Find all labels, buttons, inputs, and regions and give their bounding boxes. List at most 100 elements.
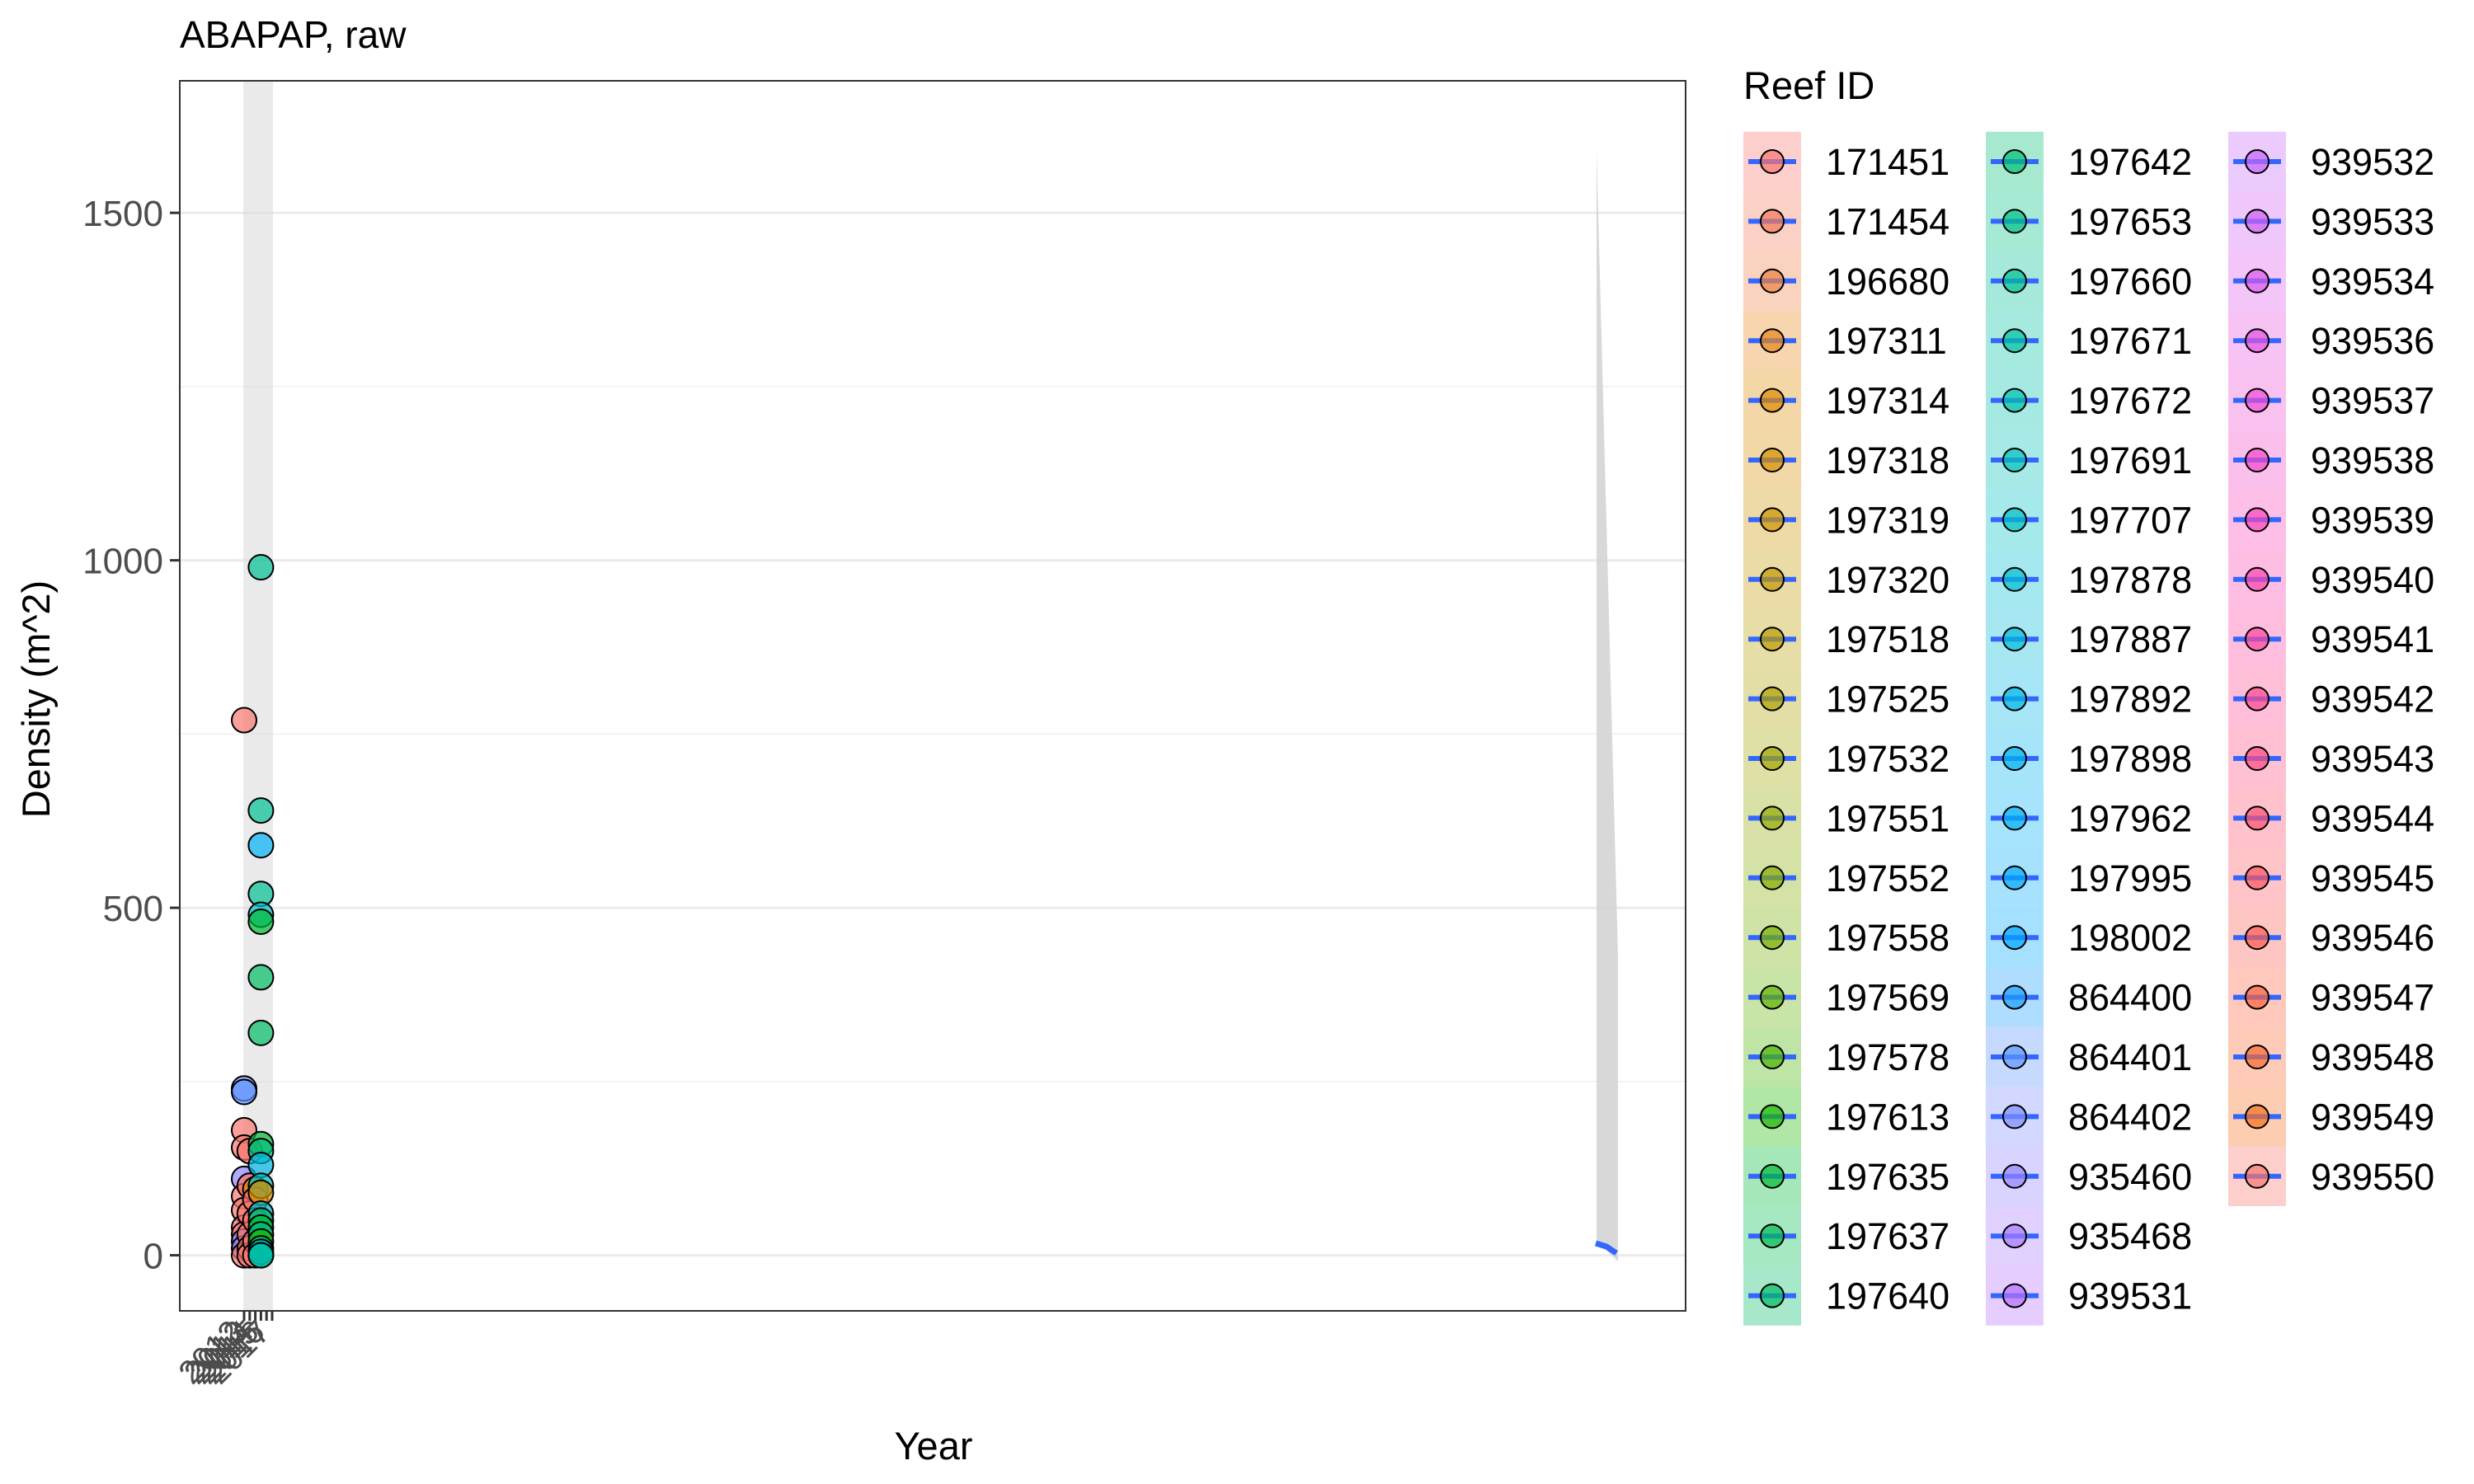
legend-item: 197640 <box>1743 1266 1950 1326</box>
legend-label: 939549 <box>2311 1096 2434 1138</box>
legend-label: 197707 <box>2068 499 2192 541</box>
legend-label: 939547 <box>2311 977 2434 1019</box>
legend-key-point <box>2245 328 2269 354</box>
legend-key-point <box>1760 149 1785 174</box>
legend-item: 939544 <box>2228 788 2434 848</box>
data-point <box>231 707 257 734</box>
legend-key-point <box>1760 1045 1785 1069</box>
plot-background <box>180 81 1686 1311</box>
legend-key-point <box>2245 387 2269 413</box>
legend-key-point <box>2245 865 2269 890</box>
legend-label: 939548 <box>2311 1036 2434 1078</box>
legend-key-point <box>2245 746 2269 771</box>
legend-label: 197672 <box>2068 380 2192 422</box>
legend-key-point <box>1760 865 1785 890</box>
legend-label: 197551 <box>1826 797 1950 839</box>
legend-label: 939534 <box>2311 261 2434 303</box>
legend-key-point <box>2002 865 2027 890</box>
legend-key-point <box>2002 507 2027 533</box>
legend-item: 939538 <box>2228 430 2434 491</box>
legend-label: 939550 <box>2311 1156 2434 1198</box>
legend-item: 197314 <box>1743 370 1950 430</box>
legend-key-point <box>1760 1104 1785 1129</box>
legend-key-point <box>1760 387 1785 413</box>
legend-item: 171454 <box>1743 191 1950 251</box>
legend-label: 197613 <box>1826 1096 1950 1138</box>
legend-item: 939548 <box>2228 1026 2434 1087</box>
legend-item: 939540 <box>2228 549 2434 609</box>
legend-label: 197319 <box>1826 499 1950 541</box>
legend-item: 935460 <box>1986 1146 2192 1206</box>
legend-item: 939549 <box>2228 1087 2434 1147</box>
legend-label: 197578 <box>1826 1036 1950 1078</box>
legend-label: 197518 <box>1826 618 1950 660</box>
legend-item: 197319 <box>1743 490 1950 550</box>
legend-label: 939531 <box>2068 1275 2192 1317</box>
legend-label: 197318 <box>1826 439 1950 481</box>
legend-key-point <box>2002 149 2027 174</box>
legend-key-point <box>1760 268 1785 294</box>
legend-label: 197635 <box>1826 1156 1950 1198</box>
legend-key-point <box>2002 268 2027 294</box>
legend-label: 197660 <box>2068 261 2192 303</box>
legend-label: 939533 <box>2311 200 2434 242</box>
legend-label: 197995 <box>2068 857 2192 899</box>
legend-key-point <box>1760 209 1785 234</box>
legend-label: 197311 <box>1826 320 1947 362</box>
legend-key-point <box>1760 507 1785 533</box>
y-tick-label: 0 <box>143 1237 163 1277</box>
legend-label: 939539 <box>2311 499 2434 541</box>
legend-key-point <box>2002 387 2027 413</box>
legend-key-point <box>2245 149 2269 174</box>
legend-label: 197898 <box>2068 738 2192 780</box>
legend-item: 197525 <box>1743 669 1950 729</box>
legend-item: 197660 <box>1986 251 2192 311</box>
legend-label: 196680 <box>1826 261 1950 303</box>
legend-item: 197892 <box>1986 669 2192 729</box>
legend-key-point <box>2002 209 2027 234</box>
legend-label: 939542 <box>2311 679 2434 721</box>
legend-label: 939546 <box>2311 917 2434 959</box>
legend-item: 939541 <box>2228 609 2434 669</box>
legend-key-point <box>2245 1104 2269 1129</box>
legend-label: 197878 <box>2068 559 2192 601</box>
legend-item: 197311 <box>1743 311 1947 371</box>
legend-label: 864401 <box>2068 1036 2192 1078</box>
legend-label: 197320 <box>1826 559 1950 601</box>
legend-item: 197552 <box>1743 848 1950 908</box>
legend-key-point <box>2002 1104 2027 1129</box>
legend-key-point <box>2002 805 2027 831</box>
legend-label: 939544 <box>2311 797 2434 839</box>
legend-label: 939532 <box>2311 141 2434 183</box>
legend-key-point <box>1760 1223 1785 1249</box>
legend-key-point <box>2245 1163 2269 1189</box>
legend-key-point <box>2245 1045 2269 1069</box>
chart-title: ABAPAP, raw <box>180 13 407 56</box>
legend-key-point <box>2245 448 2269 472</box>
legend-key-point <box>2002 746 2027 771</box>
legend-item: 197878 <box>1986 549 2192 609</box>
legend-key-point <box>1760 1283 1785 1308</box>
legend-label: 939540 <box>2311 559 2434 601</box>
legend-key-point <box>2002 1223 2027 1249</box>
legend-item: 197318 <box>1743 430 1950 491</box>
legend-key-point <box>1760 686 1785 711</box>
legend-item: 939537 <box>2228 370 2434 430</box>
legend-label: 197640 <box>1826 1275 1950 1317</box>
legend-item: 939539 <box>2228 490 2434 550</box>
legend-item: 197962 <box>1986 788 2192 848</box>
legend-item: 197518 <box>1743 609 1950 669</box>
legend-key-point <box>2245 627 2269 652</box>
legend-item: 939545 <box>2228 848 2434 908</box>
x-axis-title: Year <box>895 1424 973 1468</box>
legend-label: 197532 <box>1826 738 1950 780</box>
y-tick-label: 1000 <box>82 542 163 582</box>
legend-item: 939532 <box>2228 131 2434 192</box>
legend-item: 939533 <box>2228 191 2434 251</box>
legend-item: 939534 <box>2228 251 2434 311</box>
legend-key-point <box>1760 448 1785 472</box>
y-axis: 0 500 1000 1500 <box>82 194 180 1277</box>
data-point <box>231 1078 257 1106</box>
